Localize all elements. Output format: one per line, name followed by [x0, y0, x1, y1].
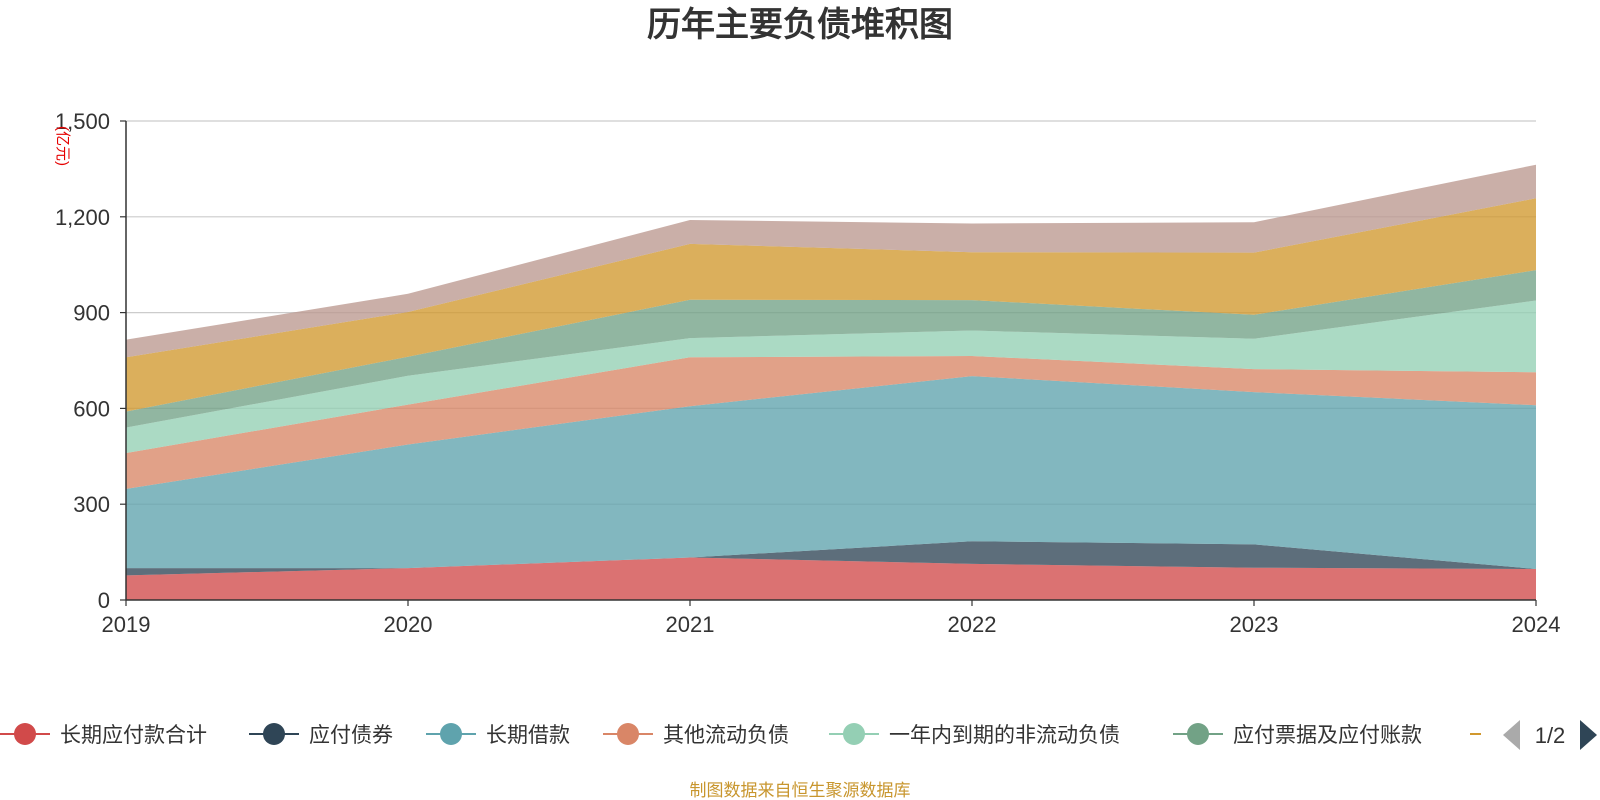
- y-tick-label: 900: [73, 301, 110, 326]
- legend-label: 应付票据及应付账款: [1233, 724, 1422, 747]
- legend-label: 应付债券: [309, 724, 393, 747]
- y-tick-label: 300: [73, 492, 110, 517]
- y-tick-label: 0: [98, 588, 110, 613]
- legend-item[interactable]: 长期应付款合计: [0, 723, 207, 747]
- x-tick-label: 2023: [1230, 612, 1279, 637]
- x-tick-label: 2024: [1512, 612, 1561, 637]
- data-source-note: 制图数据来自恒生聚源数据库: [690, 781, 911, 800]
- legend-next-icon[interactable]: [1580, 720, 1597, 750]
- y-tick-label: 1,200: [55, 205, 110, 230]
- area-series-5: [126, 300, 1536, 454]
- axes: 0 300 600 900 1,200 1,500 2019 2020 2021 2022 2023…: [55, 109, 1561, 637]
- y-tick-label: 1,500: [55, 109, 110, 134]
- legend-marker: [263, 723, 285, 745]
- area-series: [126, 164, 1536, 600]
- area-series-2: [126, 541, 1536, 576]
- legend-pager: 1/2: [1503, 720, 1597, 750]
- legend-item[interactable]: 其他流动负债: [603, 723, 789, 747]
- x-tick-label: 2022: [948, 612, 997, 637]
- area-series-4: [126, 356, 1536, 489]
- legend-prev-icon[interactable]: [1503, 720, 1520, 750]
- legend-item[interactable]: 长期借款: [426, 723, 570, 747]
- x-tick-label: 2020: [384, 612, 433, 637]
- legend-item[interactable]: 应付票据及应付账款: [1173, 723, 1422, 747]
- legend-label: 其他流动负债: [663, 724, 789, 747]
- area-series-7: [126, 198, 1536, 412]
- y-axis-unit: (亿元): [54, 126, 71, 166]
- legend-marker: [440, 723, 462, 745]
- legend-marker: [1187, 723, 1209, 745]
- x-tick-label: 2019: [102, 612, 151, 637]
- legend-label: 长期借款: [486, 724, 570, 747]
- chart-title: 历年主要负债堆积图: [647, 6, 953, 44]
- legend-item[interactable]: 一年内到期的非流动负债: [829, 723, 1120, 747]
- legend-label: 长期应付款合计: [60, 724, 207, 747]
- y-tick-label: 600: [73, 396, 110, 421]
- x-tick-label: 2021: [666, 612, 715, 637]
- legend-marker: [843, 723, 865, 745]
- legend-page-indicator: 1/2: [1535, 723, 1566, 748]
- legend: 长期应付款合计 应付债券 长期借款 其他流动负债 一年内到期的非流动负债 应付票据及应付账…: [0, 723, 1481, 747]
- legend-label: 一年内到期的非流动负债: [889, 724, 1120, 747]
- legend-marker: [617, 723, 639, 745]
- area-series-6: [126, 270, 1536, 428]
- legend-item[interactable]: 应付债券: [249, 723, 393, 747]
- area-series-3: [126, 376, 1536, 569]
- legend-marker: [14, 723, 36, 745]
- area-series-1: [126, 557, 1536, 600]
